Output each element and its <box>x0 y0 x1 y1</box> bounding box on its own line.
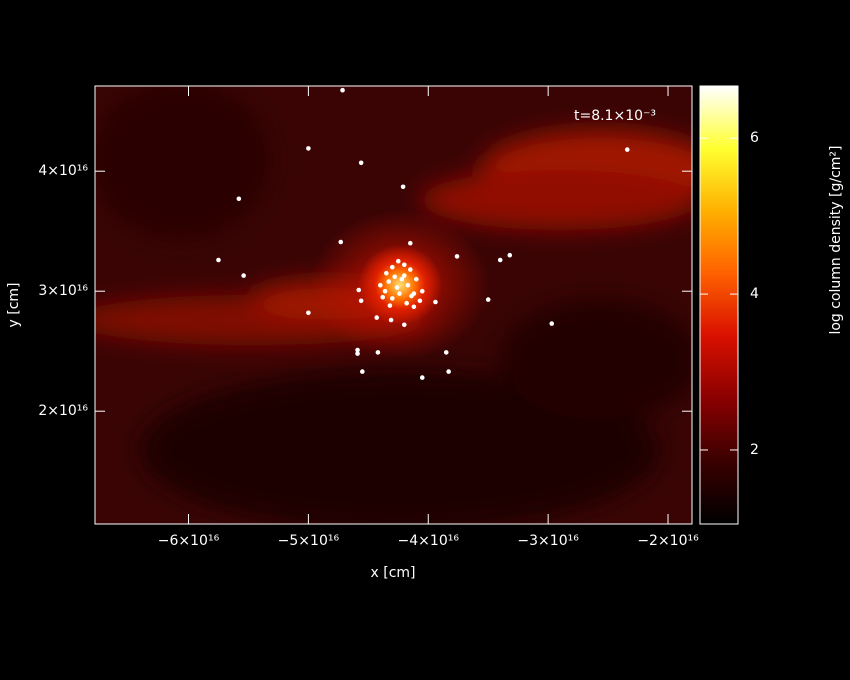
sink-particle <box>417 298 423 304</box>
sink-particle <box>409 293 414 299</box>
sink-particle <box>395 258 401 264</box>
sink-particle <box>401 322 407 328</box>
sink-particle <box>401 273 407 278</box>
colorbar <box>700 86 738 524</box>
density-map <box>95 86 692 524</box>
sink-particle <box>454 254 460 259</box>
sink-particle <box>382 288 388 294</box>
sink-particle <box>404 300 409 306</box>
sink-particle <box>390 264 395 270</box>
x-tick-label: −6×10¹⁶ <box>158 533 220 549</box>
sink-particle <box>378 282 383 288</box>
time-annotation: t=8.1×10⁻³ <box>574 108 656 124</box>
sink-particle <box>411 304 417 310</box>
sink-particle <box>405 282 411 288</box>
sink-particle <box>355 351 360 356</box>
sink-particle <box>340 87 345 93</box>
colorbar-frame <box>699 85 739 525</box>
colorbar-tick-label: 6 <box>750 130 759 146</box>
colorbar-label: log column density [g/cm²] <box>828 145 844 334</box>
sink-particle <box>394 285 400 290</box>
sink-particle <box>399 276 405 282</box>
sink-particle <box>397 291 402 296</box>
sink-particle <box>392 274 397 280</box>
colorbar-tick-label: 4 <box>750 286 759 302</box>
sink-particle <box>380 294 386 300</box>
sink-particle <box>407 267 413 272</box>
sink-particle <box>236 196 242 202</box>
sink-particle <box>358 298 364 304</box>
sink-particle <box>407 240 413 246</box>
x-tick-label: −2×10¹⁶ <box>637 533 699 549</box>
sink-particle <box>388 317 394 323</box>
y-tick-label: 4×10¹⁶ <box>38 163 88 179</box>
y-tick-label: 3×10¹⁶ <box>38 283 88 299</box>
x-tick-label: −5×10¹⁶ <box>278 533 340 549</box>
sink-particle <box>386 279 392 284</box>
sink-particle <box>485 297 491 302</box>
sink-particle <box>400 184 406 190</box>
sink-particle <box>433 299 438 305</box>
sink-particle <box>360 369 365 374</box>
sink-particle <box>390 296 395 301</box>
y-axis-label: y [cm] <box>6 283 22 328</box>
y-tick-label: 2×10¹⁶ <box>38 403 88 419</box>
x-tick-label: −3×10¹⁶ <box>517 533 579 549</box>
sink-particle <box>306 146 311 151</box>
sink-particle <box>355 347 360 353</box>
plot-frame <box>94 85 693 525</box>
x-tick-label: −4×10¹⁶ <box>398 533 460 549</box>
sink-particle <box>419 288 425 294</box>
sink-particle <box>374 315 380 320</box>
sink-particle <box>443 350 449 355</box>
sink-particle <box>497 257 503 263</box>
sink-particle <box>549 321 555 326</box>
sink-particle <box>358 160 364 166</box>
x-axis-label: x [cm] <box>371 565 416 581</box>
sink-particle <box>624 147 630 152</box>
sink-particle <box>338 239 344 245</box>
sink-particle <box>401 262 407 268</box>
sink-particle <box>216 257 221 263</box>
sink-particle <box>384 270 389 276</box>
sink-particle <box>375 350 381 355</box>
sink-particle <box>419 375 425 380</box>
sink-particle <box>306 310 311 316</box>
sink-particle <box>356 287 362 293</box>
colorbar-tick-label: 2 <box>750 442 759 458</box>
sink-particle <box>413 276 419 282</box>
sink-particle <box>507 252 513 258</box>
sink-particle <box>241 273 246 278</box>
sink-particle <box>387 303 393 308</box>
sink-particle <box>446 369 451 374</box>
